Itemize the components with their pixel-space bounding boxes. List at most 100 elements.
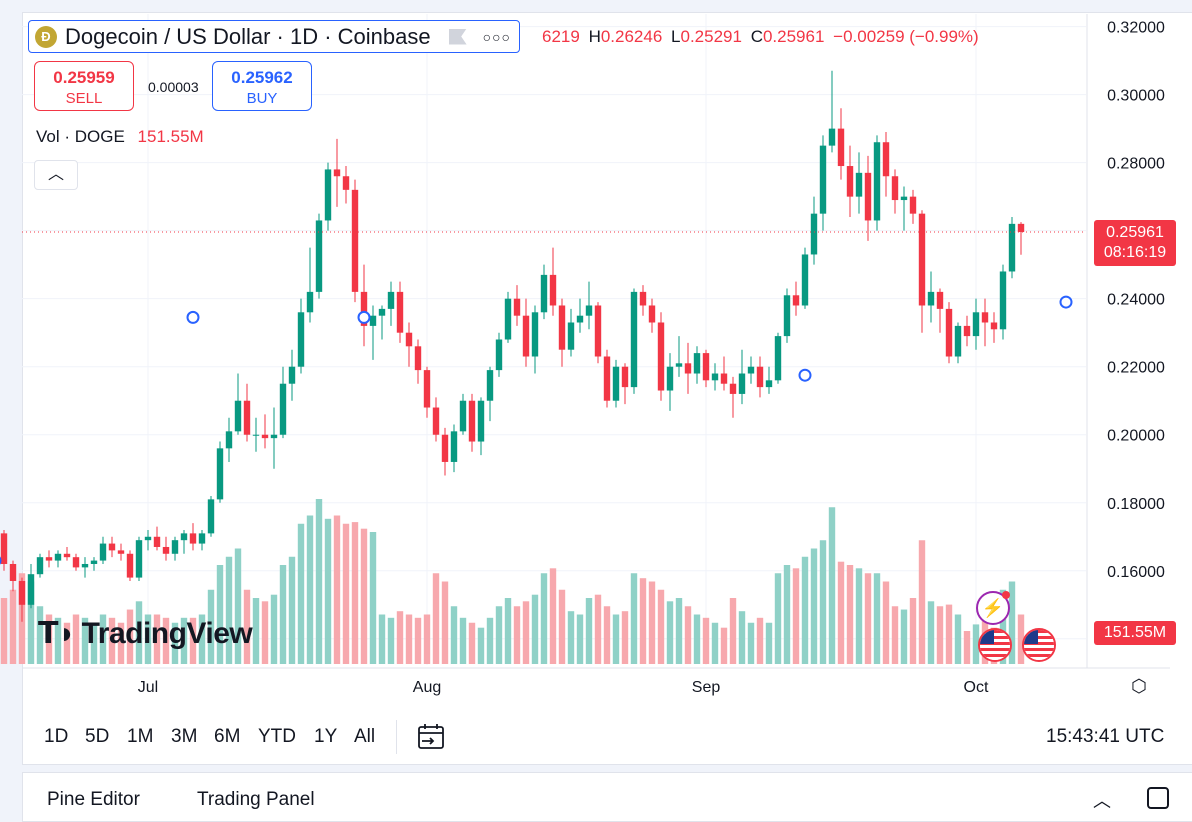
volume-bar (999, 589, 1007, 664)
x-tick-label: Aug (413, 679, 441, 696)
volume-bar (756, 617, 764, 664)
settings-icon[interactable]: ⬡ (1131, 676, 1147, 696)
y-tick-label: 0.32000 (1107, 20, 1165, 37)
volume-bar (567, 611, 575, 664)
candle-body (882, 142, 890, 177)
candle-body (990, 322, 998, 330)
volume-bar (585, 598, 593, 664)
volume-bar (351, 522, 359, 664)
x-tick-label: Oct (964, 679, 989, 696)
candle-body (612, 366, 620, 401)
x-tick-label: Jul (138, 679, 158, 696)
volume-bar (162, 617, 170, 664)
event-flag-icon[interactable] (1022, 628, 1056, 662)
collapse-legend-button[interactable]: ︿ (34, 160, 78, 190)
more-dots-icon[interactable]: ○○○ (482, 28, 511, 45)
utc-clock[interactable]: 15:43:41 UTC (1046, 726, 1165, 747)
candle-body (396, 291, 404, 333)
volume-bar (972, 624, 980, 664)
y-tick-label: 0.20000 (1107, 428, 1165, 445)
volume-bar (369, 532, 377, 664)
volume-bar (963, 631, 971, 664)
y-tick-label: 0.24000 (1107, 292, 1165, 309)
last-price-value: 0.25961 (1106, 224, 1164, 241)
chevron-up-icon[interactable]: ︿ (1093, 791, 1111, 811)
volume-bar (432, 573, 440, 664)
volume-bar (918, 540, 926, 664)
ohlc-values: 6219 H0.26246 L0.25291 C0.25961 −0.00259… (542, 27, 979, 47)
volume-bar (108, 617, 116, 664)
volume-bar (225, 556, 233, 664)
candle-body (504, 298, 512, 340)
maximize-icon[interactable] (1147, 787, 1169, 809)
tab-pine-editor[interactable]: Pine Editor (47, 789, 140, 810)
candle-body (711, 373, 719, 381)
range-6m-button[interactable]: 6M (214, 726, 241, 747)
candle-body (342, 176, 350, 190)
candle-body (27, 574, 35, 605)
volume-bar (738, 611, 746, 664)
volume-bar (99, 614, 107, 664)
candle-body (162, 546, 170, 554)
sell-button[interactable]: 0.25959 SELL (34, 61, 134, 111)
range-5d-button[interactable]: 5D (85, 726, 110, 747)
goto-date-icon[interactable] (416, 722, 446, 752)
volume-bar (9, 589, 17, 664)
candle-body (0, 533, 8, 564)
volume-bar (477, 627, 485, 664)
volume-bar (81, 617, 89, 664)
range-1y-button[interactable]: 1Y (314, 726, 338, 747)
symbol-legend[interactable]: Ð Dogecoin / US Dollar · 1D · Coinbase ○… (28, 20, 520, 53)
bar-countdown: 08:16:19 (1103, 244, 1167, 261)
volume-bar (846, 565, 854, 664)
candle-body (936, 291, 944, 309)
volume-bar (657, 589, 665, 664)
range-3m-button[interactable]: 3M (171, 726, 198, 747)
buy-price: 0.25962 (231, 68, 293, 87)
chevron-up-icon: ︿ (47, 166, 64, 183)
candle-body (135, 540, 143, 578)
buy-button[interactable]: 0.25962 BUY (212, 61, 312, 111)
candle-body (657, 322, 665, 391)
volume-bar (837, 561, 845, 664)
volume-bar (630, 573, 638, 664)
candle-body (153, 536, 161, 547)
sell-price: 0.25959 (53, 68, 115, 87)
candle-body (450, 431, 458, 462)
volume-legend-label: Vol · DOGE (36, 127, 125, 146)
candle-body (909, 196, 917, 214)
candle-body (486, 370, 494, 401)
range-ytd-button[interactable]: YTD (258, 726, 296, 747)
range-all-button[interactable]: All (354, 726, 376, 747)
volume-bar (711, 622, 719, 664)
volume-bar (270, 594, 278, 664)
volume-bar (486, 617, 494, 664)
volume-bar (801, 556, 809, 664)
volume-legend[interactable]: Vol · DOGE 151.55M (36, 127, 204, 147)
volume-bar (234, 548, 242, 664)
spark-icon[interactable]: ⚡ (976, 591, 1010, 625)
event-flag-icon[interactable] (978, 628, 1012, 662)
candle-body (774, 336, 782, 381)
volume-bar (504, 598, 512, 664)
candle-body (1017, 223, 1025, 233)
volume-bar (315, 499, 323, 664)
candle-body (9, 563, 17, 581)
tab-trading-panel[interactable]: Trading Panel (197, 789, 315, 810)
flag-icon[interactable] (448, 28, 467, 45)
tradingview-logo[interactable]: 𝗧◗ TradingView (38, 616, 253, 651)
volume-bar (729, 598, 737, 664)
volume-bar (468, 622, 476, 664)
range-1d-button[interactable]: 1D (44, 726, 69, 747)
candle-body (747, 366, 755, 374)
volume-bar (693, 614, 701, 664)
candle-body (675, 363, 683, 367)
candle-body (378, 308, 386, 316)
range-1m-button[interactable]: 1M (127, 726, 154, 747)
candle-body (36, 557, 44, 575)
candle-body (630, 291, 638, 388)
volume-bar (441, 581, 449, 664)
volume-bar (513, 606, 521, 664)
ohlc-low-label: L (671, 27, 681, 46)
